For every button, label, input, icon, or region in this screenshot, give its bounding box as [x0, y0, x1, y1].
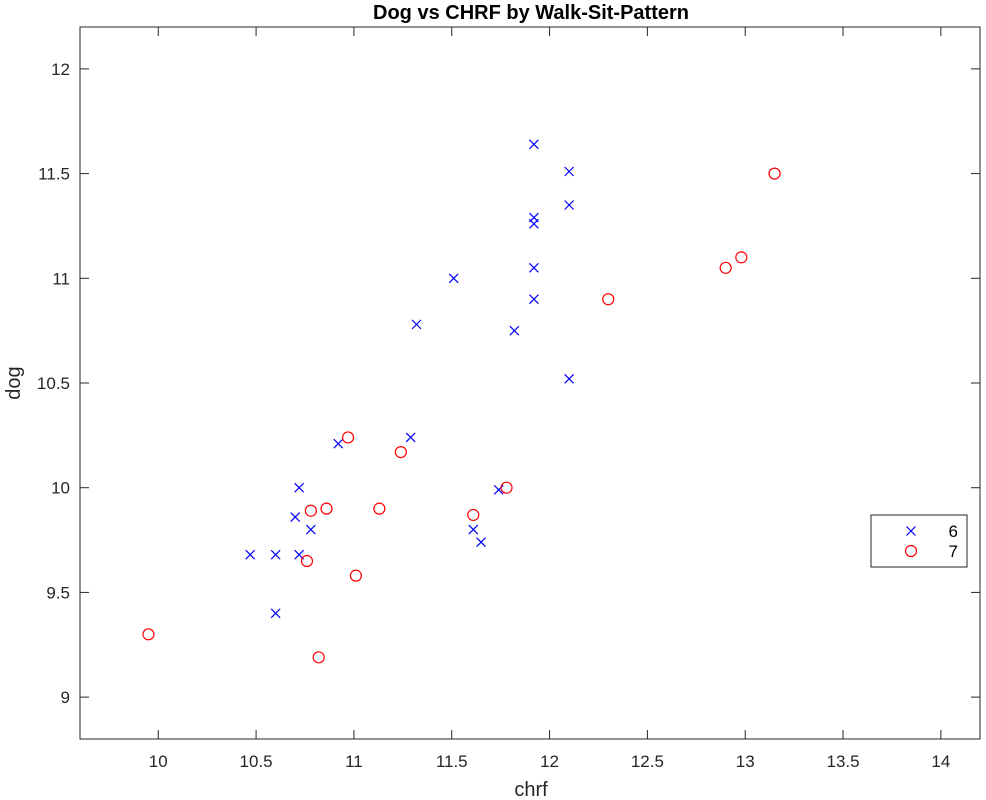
y-tick-label: 9: [61, 688, 70, 707]
chart-title: Dog vs CHRF by Walk-Sit-Pattern: [373, 2, 689, 24]
data-point-series-6: [564, 200, 575, 210]
data-point-series-6: [333, 438, 344, 449]
data-point-series-6: [405, 432, 416, 443]
data-point-series-6: [294, 482, 305, 493]
y-tick-label: 11: [52, 269, 70, 288]
x-tick-label: 10: [149, 752, 168, 771]
y-tick-label: 12: [51, 60, 70, 79]
data-point-series-6: [528, 139, 539, 150]
legend-marker-7: [904, 544, 918, 558]
data-point-series-7: [719, 261, 732, 274]
data-point-series-6: [305, 524, 316, 535]
x-tick-label: 13: [736, 752, 755, 771]
legend-box: [870, 514, 968, 568]
data-point-series-6: [476, 537, 487, 548]
legend-label: 7: [949, 542, 958, 561]
y-tick-label: 10.5: [37, 374, 70, 393]
data-point-series-7: [349, 569, 362, 582]
data-point-series-7: [304, 504, 317, 517]
data-point-series-7: [320, 502, 333, 515]
data-point-series-7: [768, 167, 781, 180]
y-axis-title: dog: [3, 366, 25, 399]
x-axis-title: chrf: [514, 779, 548, 800]
data-point-series-6: [528, 262, 539, 273]
plot-area: [79, 26, 981, 740]
data-point-series-7: [142, 628, 155, 641]
data-point-series-7: [735, 251, 748, 264]
y-tick-label: 10: [51, 479, 70, 498]
data-point-series-6: [564, 373, 575, 384]
data-point-series-6: [528, 218, 539, 229]
legend-label: 6: [949, 522, 958, 541]
data-point-series-6: [509, 325, 520, 336]
x-tick-label: 14: [931, 752, 950, 771]
data-point-series-7: [300, 554, 314, 568]
data-point-series-6: [448, 273, 459, 284]
x-tick-label: 10.5: [240, 752, 273, 771]
data-point-series-7: [500, 481, 513, 494]
y-tick-label: 11.5: [38, 165, 70, 184]
data-point-series-6: [270, 608, 281, 619]
data-point-series-6: [564, 166, 575, 177]
data-point-series-6: [290, 512, 301, 522]
x-tick-label: 12.5: [631, 752, 664, 771]
data-point-series-7: [467, 508, 480, 522]
x-tick-label: 13.5: [826, 752, 859, 771]
legend-marker-6: [906, 526, 916, 536]
data-point-series-7: [394, 446, 407, 459]
legend: 67: [870, 514, 968, 568]
y-tick-label: 9.5: [46, 583, 70, 602]
data-point-series-7: [602, 293, 615, 306]
x-tick-label: 11: [345, 752, 363, 771]
data-point-series-7: [373, 502, 386, 515]
x-tick-label: 11.5: [436, 752, 468, 771]
x-tick-label: 12: [540, 752, 559, 771]
data-point-series-6: [528, 294, 539, 305]
data-point-series-6: [411, 319, 422, 330]
data-point-series-6: [245, 549, 256, 560]
data-point-series-6: [468, 524, 479, 535]
data-point-series-7: [341, 431, 355, 444]
data-point-series-7: [312, 651, 325, 664]
data-point-series-6: [270, 549, 281, 560]
